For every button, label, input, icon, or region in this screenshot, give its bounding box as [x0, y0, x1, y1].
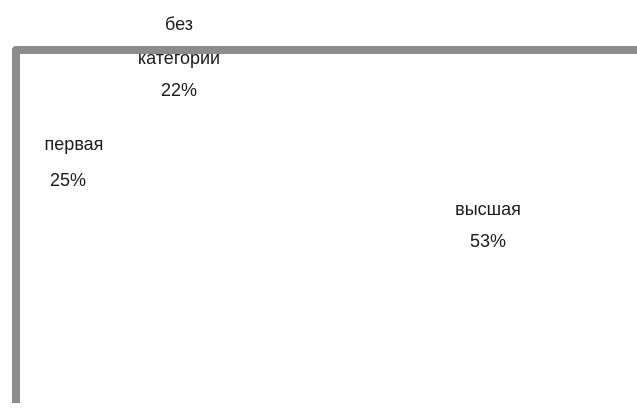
- plot-area: [20, 54, 637, 403]
- slice-label-value: 53%: [470, 231, 506, 251]
- slice-label-value: 25%: [50, 170, 86, 190]
- slice-label-group-pervaya: первая 25%: [45, 134, 104, 190]
- plot-area-frame-overlay: [12, 46, 637, 403]
- slice-label-category: без: [165, 14, 193, 34]
- slice-label-value: 22%: [161, 80, 197, 100]
- slice-label-group-vysshaya: высшая 53%: [455, 199, 521, 251]
- slice-label-category: первая: [45, 134, 104, 154]
- slice-label-category: высшая: [455, 199, 521, 219]
